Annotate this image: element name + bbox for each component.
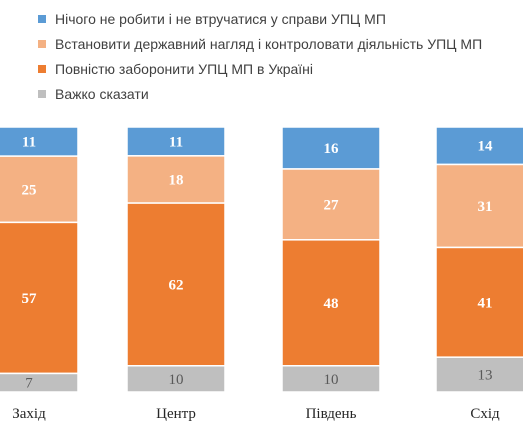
data-label: 14 (478, 139, 494, 155)
bar-segment (435, 163, 523, 249)
category-axis: Захід Центр Південь Схід (12, 406, 500, 422)
chart-legend: Нічого не робити і не втручатися у справ… (38, 11, 482, 102)
bar-segment (435, 356, 523, 393)
legend-swatch (38, 15, 46, 23)
legend-swatch (38, 40, 46, 48)
legend-swatch (38, 65, 46, 73)
bar-segment (0, 221, 79, 375)
data-label: 31 (478, 199, 493, 215)
category-label: Центр (156, 406, 196, 422)
bar-segment (435, 246, 523, 358)
bar-segment (126, 155, 226, 204)
legend-swatch (38, 90, 46, 98)
data-label: 16 (324, 141, 340, 157)
data-label: 10 (324, 372, 339, 388)
category-label: Захід (12, 406, 46, 422)
category-label: Південь (306, 406, 357, 422)
bar-segment (281, 365, 381, 393)
bar-segment (0, 372, 79, 393)
bar-segment (435, 126, 523, 166)
legend-entry: Встановити державний нагляд і контролова… (55, 36, 482, 52)
bar-segment (126, 202, 226, 367)
bar-segment (281, 168, 381, 241)
legend-entry: Повністю заборонити УПЦ МП в Україні (55, 61, 313, 77)
data-label: 10 (169, 372, 184, 388)
data-label: 25 (22, 182, 37, 198)
data-label: 27 (324, 197, 340, 213)
bar-segment (126, 126, 226, 157)
legend-entry: Нічого не робити і не втручатися у справ… (55, 11, 386, 27)
bar-segment (126, 365, 226, 393)
category-label: Схід (470, 406, 500, 422)
data-label: 62 (169, 277, 184, 293)
data-label: 7 (25, 376, 33, 392)
data-label: 41 (478, 295, 493, 311)
data-label: 11 (169, 134, 183, 150)
data-label: 13 (478, 368, 493, 384)
legend-entry: Важко сказати (55, 86, 149, 102)
data-label: 18 (169, 172, 184, 188)
bar-segment (0, 126, 79, 157)
data-label: 11 (22, 135, 36, 151)
chart-bars: 11 25 57 7 11 18 62 10 16 27 48 10 14 31 41 13 (0, 126, 523, 393)
data-label: 48 (324, 296, 339, 312)
bar-segment (0, 155, 79, 224)
data-label: 57 (22, 291, 38, 307)
